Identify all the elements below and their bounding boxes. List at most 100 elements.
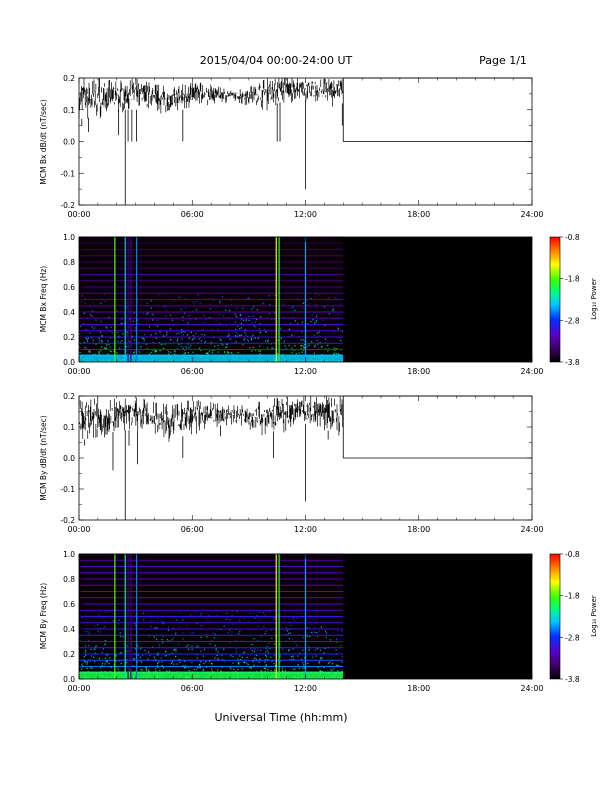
bx-spec-speckle bbox=[133, 312, 135, 314]
bx-spec-speckle bbox=[223, 315, 225, 317]
bx-spec-speckle bbox=[319, 294, 321, 296]
bx-spec-xtick-label: 12:00 bbox=[294, 367, 317, 376]
by-spec-speckle bbox=[103, 626, 106, 628]
by-spec-speckle bbox=[323, 666, 325, 669]
by-spec-speckle bbox=[189, 614, 192, 616]
bx-spec-speckle bbox=[302, 339, 304, 341]
bx-spec-speckle bbox=[166, 334, 168, 336]
by-spec-speckle bbox=[238, 661, 240, 664]
by-spec-speckle bbox=[265, 630, 267, 632]
by-spec-speckle bbox=[193, 611, 196, 613]
bx-spec-speckle bbox=[226, 343, 228, 345]
by-spec-speckle bbox=[297, 664, 299, 666]
bx-spec-speckle bbox=[300, 344, 302, 347]
bx-spec-speckle bbox=[271, 294, 273, 296]
bx-spec-speckle bbox=[265, 331, 267, 333]
by-spec-speckle bbox=[178, 643, 180, 645]
by-spec-speckle bbox=[235, 651, 237, 653]
bx-spec-speckle bbox=[106, 327, 108, 329]
bx-spec-speckle bbox=[257, 337, 259, 339]
bx-spec-speckle bbox=[261, 303, 264, 305]
by-spec-speckle bbox=[85, 614, 87, 616]
bx-spec-speckle bbox=[171, 319, 173, 321]
by-spec-speckle bbox=[286, 627, 288, 629]
by-spec-speckle bbox=[84, 660, 86, 663]
bx-spec-speckle bbox=[254, 337, 256, 339]
bx-spec-speckle bbox=[155, 350, 157, 352]
by-spec-speckle bbox=[120, 652, 122, 654]
by-spec-speckle bbox=[101, 662, 104, 665]
bx-spec-speckle bbox=[92, 302, 94, 304]
bx-spec-speckle bbox=[186, 348, 188, 350]
bx-spec-speckle bbox=[303, 325, 305, 328]
bx-spec-speckle bbox=[256, 318, 258, 321]
bx-spec-speckle bbox=[95, 343, 97, 345]
by-spec-speckle bbox=[158, 661, 160, 663]
by-spec-speckle bbox=[256, 615, 258, 617]
by-spec-speckle bbox=[335, 664, 338, 666]
by-spec-speckle bbox=[237, 668, 239, 671]
bx-spec-speckle bbox=[199, 349, 202, 352]
by-spec-speckle bbox=[273, 643, 275, 645]
by-spec-speckle bbox=[309, 615, 311, 617]
by-spec-speckle bbox=[241, 656, 243, 658]
bx-spec-speckle bbox=[131, 335, 134, 337]
bx-spec-speckle bbox=[200, 340, 202, 342]
by-spec-speckle bbox=[205, 618, 208, 620]
by-spec-speckle bbox=[216, 654, 218, 656]
by-spec-speckle bbox=[196, 668, 198, 670]
by-spec-speckle bbox=[250, 648, 252, 650]
bx-spec-speckle bbox=[136, 300, 138, 302]
by-spec-speckle bbox=[196, 622, 198, 624]
by-spec-low-freq-band bbox=[79, 671, 344, 679]
bx-spec-speckle bbox=[337, 313, 339, 315]
bx-dbdt-trace bbox=[78, 78, 343, 119]
bx-spec-speckle bbox=[291, 334, 293, 336]
bx-spec-speckle bbox=[313, 334, 315, 336]
bx-spec-speckle bbox=[306, 299, 308, 301]
by-colorbar-label: Log₁₀ Power bbox=[590, 595, 598, 637]
by-spec-speckle bbox=[264, 614, 266, 616]
bx-spec-speckle bbox=[190, 331, 192, 333]
by-spec-speckle bbox=[184, 665, 186, 667]
bx-spec-speckle bbox=[325, 338, 327, 340]
by-spec-speckle bbox=[279, 643, 281, 645]
bx-spec-speckle bbox=[235, 341, 237, 343]
bx-spec-speckle bbox=[121, 322, 123, 325]
by-spec-speckle bbox=[308, 646, 310, 648]
bx-spec-speckle bbox=[251, 350, 253, 352]
bx-spec-speckle bbox=[131, 337, 133, 339]
by-spec-speckle bbox=[229, 642, 231, 644]
bx-spec-speckle bbox=[163, 306, 166, 308]
by-spec-speckle bbox=[324, 630, 327, 632]
by-spec-speckle bbox=[276, 637, 278, 639]
by-spec-speckle bbox=[167, 629, 170, 631]
by-spec-speckle bbox=[267, 652, 270, 654]
bx-spec-speckle bbox=[162, 347, 165, 350]
by-spec-speckle bbox=[87, 631, 89, 633]
bx-spec-speckle bbox=[138, 351, 140, 353]
bx-spec-speckle bbox=[315, 315, 318, 317]
bx-spec-speckle bbox=[89, 332, 91, 334]
by-spec-speckle bbox=[154, 668, 157, 670]
by-spec-speckle bbox=[191, 661, 193, 664]
by-spec-speckle bbox=[182, 619, 184, 621]
by-spec-speckle bbox=[171, 652, 173, 654]
by-spec-speckle bbox=[182, 665, 184, 667]
by-spec-speckle bbox=[148, 670, 150, 672]
bx-spec-speckle bbox=[181, 345, 183, 348]
by-spec-speckle bbox=[263, 667, 265, 670]
by-spec-speckle bbox=[187, 644, 189, 646]
bx-spec-speckle bbox=[252, 346, 254, 348]
by-spec-speckle bbox=[301, 658, 303, 660]
by-spec-speckle bbox=[85, 649, 87, 652]
by-spec-ytick-label: 0.4 bbox=[63, 625, 75, 634]
bx-spec-speckle bbox=[260, 316, 262, 318]
by-spec-speckle bbox=[99, 667, 102, 669]
by-spec-speckle bbox=[165, 655, 167, 657]
by-spec-speckle bbox=[211, 668, 213, 670]
by-spec-speckle bbox=[254, 648, 256, 650]
by-spec-speckle bbox=[282, 648, 284, 651]
bx-spec-speckle bbox=[187, 352, 189, 354]
bx-spec-speckle bbox=[183, 312, 186, 314]
